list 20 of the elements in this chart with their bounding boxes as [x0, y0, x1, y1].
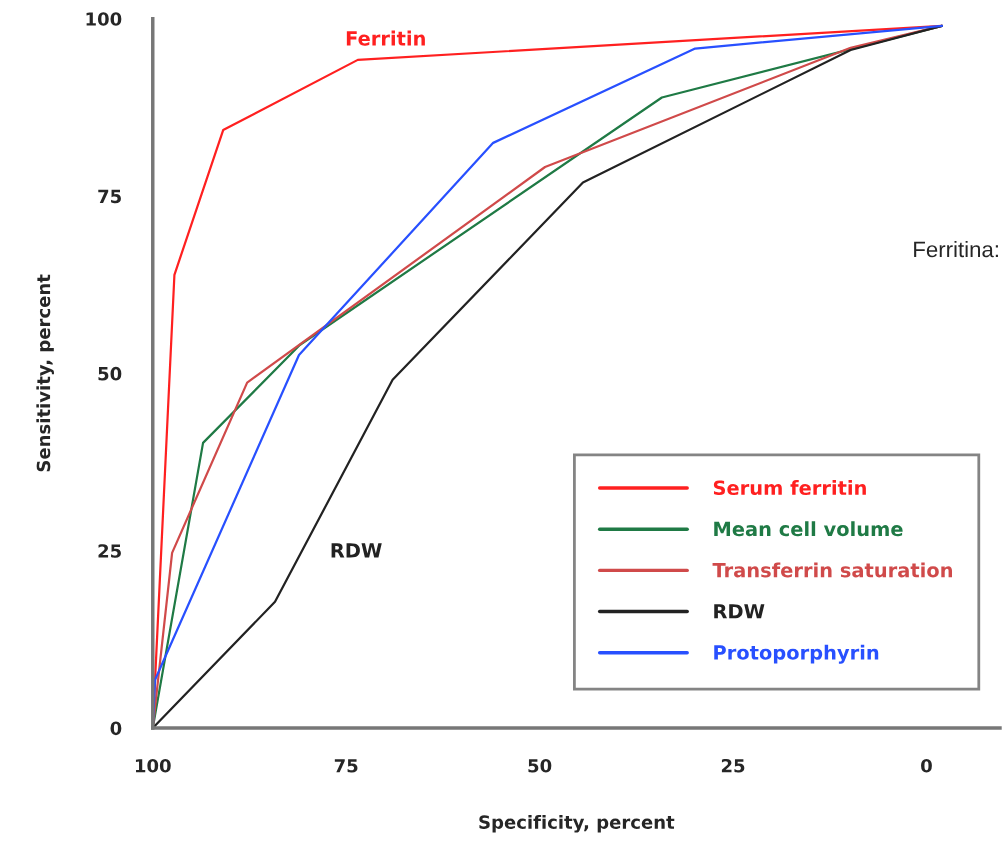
y-axis-title: Sensitivity, percent [36, 274, 54, 472]
x-tick-label: 25 [721, 758, 745, 773]
y-tick-label: 0 [110, 721, 122, 736]
legend-label: Serum ferritin [713, 480, 866, 496]
y-tick-label: 50 [98, 366, 122, 381]
annotation: Ferritin [346, 30, 425, 46]
x-axis-title: Specificity, percent [479, 814, 675, 833]
annotation: Ferritina: [914, 240, 998, 258]
legend-label: Protoporphyrin [714, 644, 879, 664]
x-tick-label: 100 [135, 758, 171, 773]
y-tick-label: 75 [98, 189, 121, 204]
x-tick-label: 0 [921, 758, 932, 773]
legend-label: Mean cell volume [714, 521, 903, 537]
annotation: RDW [331, 543, 382, 558]
legend-label: Transferrin saturation [712, 562, 952, 578]
x-tick-label: 50 [528, 758, 552, 773]
legend-label: RDW [714, 604, 765, 619]
y-tick-label: 100 [86, 12, 122, 26]
x-tick-label: 75 [334, 759, 358, 773]
y-tick-label: 25 [98, 544, 121, 558]
